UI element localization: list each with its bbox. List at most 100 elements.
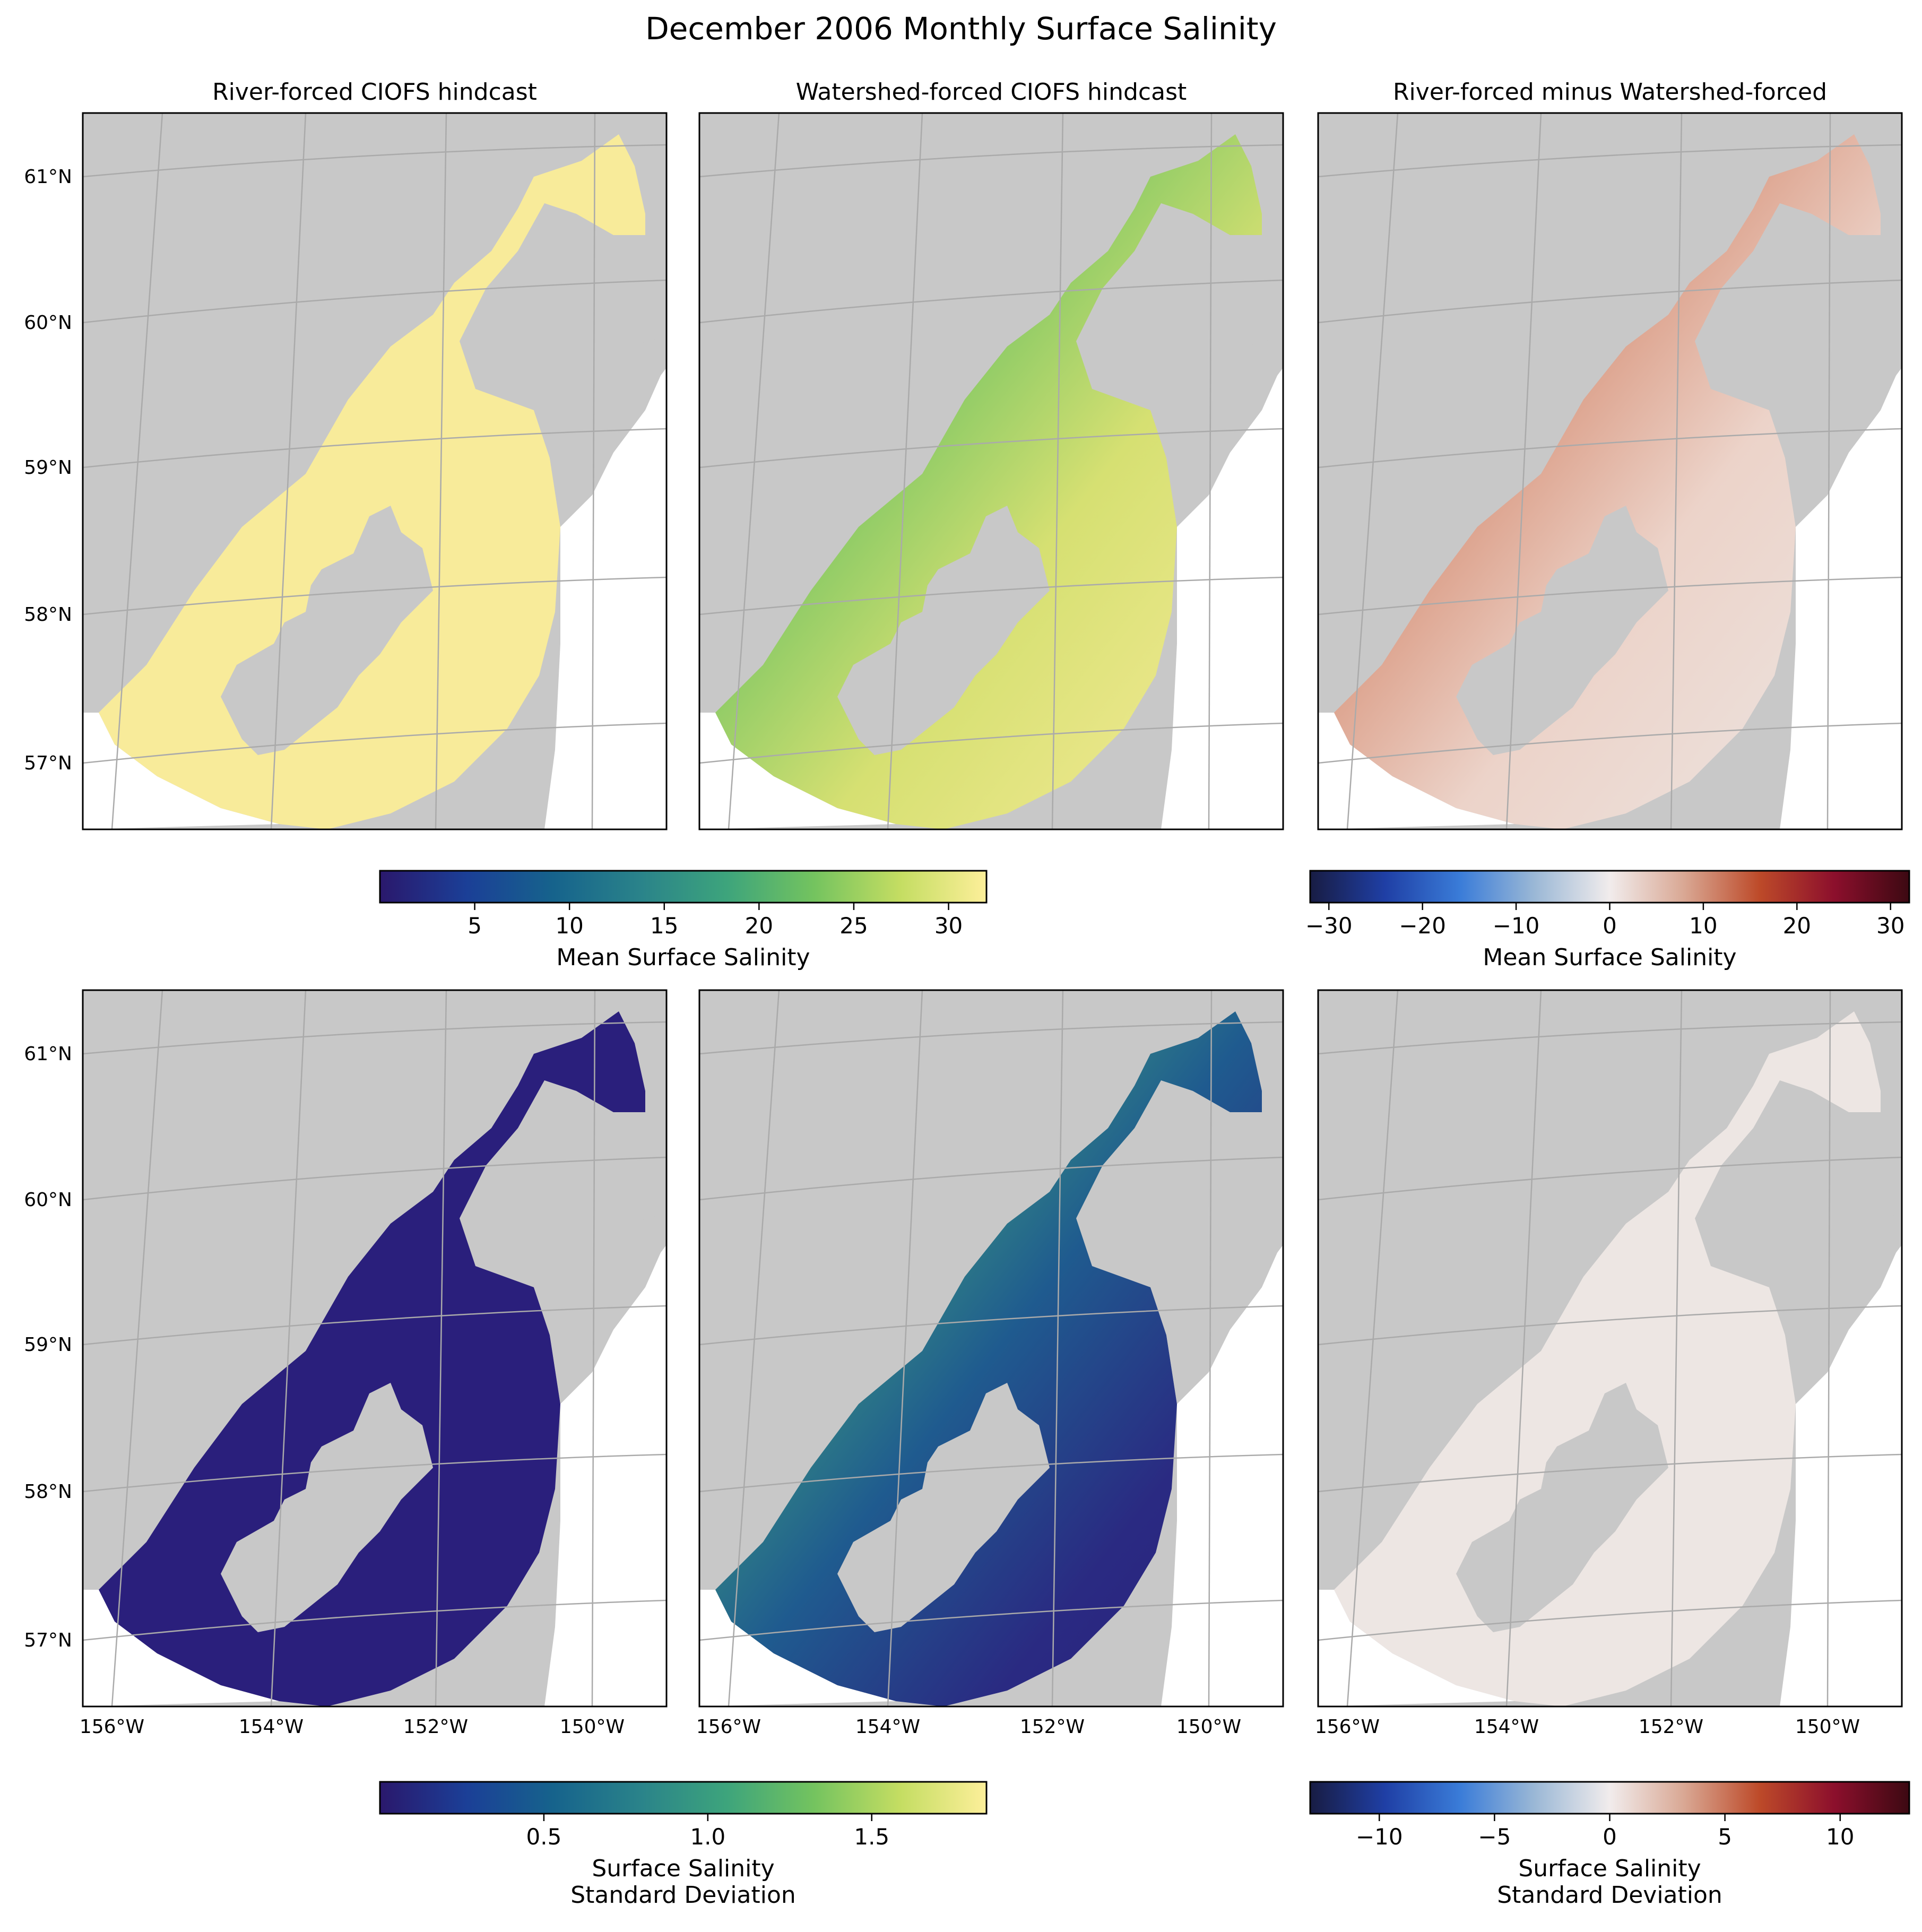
colorbar-tick-label: 5 — [467, 913, 482, 939]
longitude-gridline — [1346, 990, 1399, 1706]
longitude-gridline — [435, 113, 447, 829]
colorbar-tick-label: 20 — [745, 913, 773, 939]
longitude-label: 152°W — [403, 1716, 468, 1738]
latitude-label: 58°N — [24, 604, 72, 626]
latitude-label: 58°N — [24, 1481, 72, 1503]
longitude-gridline — [728, 113, 780, 829]
latitude-gridline — [1318, 1599, 1902, 1641]
colorbar-label: Standard Deviation — [570, 1882, 796, 1909]
kenai-peninsula — [1081, 325, 1283, 527]
map-panel: Watershed-forced CIOFS hindcast — [698, 79, 1284, 830]
longitude-gridline — [1051, 113, 1064, 829]
colorbar-tick-label: −10 — [1356, 1824, 1403, 1850]
open-ocean — [83, 1590, 279, 1706]
kodiak-island — [837, 1383, 1050, 1632]
map-panel: River-forced CIOFS hindcast 61°N 60°N 59°N 5… — [24, 79, 668, 830]
map-area — [1318, 113, 1902, 829]
colorbar-tick-label: 1.5 — [854, 1824, 889, 1850]
longitude-gridline — [591, 113, 596, 829]
latitude-gridline — [83, 1156, 666, 1201]
panel-frame — [1317, 989, 1903, 1708]
panel-title: River-forced CIOFS hindcast — [212, 79, 537, 106]
colorbar-tick-label: 10 — [555, 913, 583, 939]
panel-frame — [698, 989, 1284, 1708]
latitude-gridline — [699, 279, 1283, 324]
colorbar-tick-label: 25 — [839, 913, 868, 939]
panel-title: River-forced minus Watershed-forced — [1393, 79, 1827, 106]
latitude-gridline — [1318, 722, 1902, 764]
kodiak-island — [1456, 1383, 1668, 1632]
longitude-label: 150°W — [1795, 1716, 1860, 1738]
panels: River-forced CIOFS hindcast 61°N 60°N 59°N 5… — [24, 79, 1903, 1738]
latitude-label: 59°N — [24, 1334, 72, 1356]
colorbar-tick-label: 5 — [1718, 1824, 1732, 1850]
figure-title: December 2006 Monthly Surface Salinity — [645, 11, 1277, 47]
map-area — [83, 990, 666, 1706]
open-ocean — [699, 1590, 896, 1706]
longitude-gridline — [1346, 113, 1399, 829]
colorbar-tick-label: 0.5 — [526, 1824, 562, 1850]
latitude-gridline — [699, 1453, 1283, 1493]
longitude-label: 156°W — [696, 1716, 761, 1738]
latitude-gridline — [1318, 428, 1902, 469]
latitude-label: 57°N — [24, 752, 72, 774]
kenai-peninsula — [1081, 1202, 1283, 1404]
latitude-gridline — [83, 428, 666, 469]
colorbar-tick-label: −20 — [1399, 913, 1446, 939]
colorbar-tick-label: 15 — [650, 913, 678, 939]
longitude-gridline — [270, 113, 307, 829]
longitude-gridline — [1670, 113, 1683, 829]
longitude-label: 150°W — [1176, 1716, 1241, 1738]
latitude-gridline — [699, 1599, 1283, 1641]
map-panel: 156°W 154°W 152°W 150°W — [696, 989, 1284, 1738]
longitude-gridline — [1505, 990, 1542, 1706]
longitude-gridline — [1208, 113, 1213, 829]
latitude-gridline — [83, 722, 666, 764]
latitude-gridline — [83, 279, 666, 324]
latitude-gridline — [699, 722, 1283, 764]
colorbar-tick-label: 30 — [934, 913, 963, 939]
longitude-gridline — [728, 990, 780, 1706]
colorbar-tick-label: −5 — [1478, 1824, 1511, 1850]
longitude-label: 154°W — [855, 1716, 920, 1738]
longitude-label: 152°W — [1639, 1716, 1703, 1738]
longitude-gridline — [591, 990, 596, 1706]
latitude-gridline — [83, 144, 666, 178]
longitude-gridline — [1505, 113, 1542, 829]
latitude-label: 57°N — [24, 1630, 72, 1651]
colorbar-tick-label: 30 — [1876, 913, 1904, 939]
latitude-label: 61°N — [24, 166, 72, 188]
colorbar-label: Standard Deviation — [1497, 1882, 1722, 1909]
kodiak-island — [221, 1383, 433, 1632]
latitude-gridline — [699, 428, 1283, 469]
latitude-gridline — [1318, 576, 1902, 616]
longitude-label: 156°W — [80, 1716, 144, 1738]
latitude-gridline — [699, 1305, 1283, 1346]
latitude-gridline — [1318, 1305, 1902, 1346]
latitude-gridline — [1318, 279, 1902, 324]
colorbar-tick-label: 10 — [1826, 1824, 1854, 1850]
colorbars: 5 10 15 20 25 30 Mean Surface Salinity −30 −20 −1… — [379, 870, 1910, 1909]
longitude-gridline — [435, 990, 447, 1706]
colorbar: 5 10 15 20 25 30 Mean Surface Salinity — [379, 870, 988, 971]
longitude-gridline — [1826, 113, 1831, 829]
colorbar-tick-label: 1.0 — [690, 1824, 725, 1850]
model-domain — [1334, 134, 1881, 829]
map-area — [699, 990, 1283, 1706]
colorbar-label: Mean Surface Salinity — [556, 944, 810, 971]
panel-frame — [698, 112, 1284, 830]
latitude-gridline — [83, 1453, 666, 1493]
map-panel: River-forced minus Watershed-forced — [1317, 79, 1903, 830]
latitude-gridline — [699, 576, 1283, 616]
kodiak-island — [837, 506, 1050, 755]
colorbar-label: Surface Salinity — [1518, 1855, 1701, 1882]
latitude-gridline — [83, 1021, 666, 1055]
latitude-gridline — [1318, 144, 1902, 178]
model-domain — [99, 1011, 645, 1706]
kodiak-island — [221, 506, 433, 755]
panel-frame — [82, 112, 668, 830]
colorbar-tick-label: −10 — [1493, 913, 1540, 939]
